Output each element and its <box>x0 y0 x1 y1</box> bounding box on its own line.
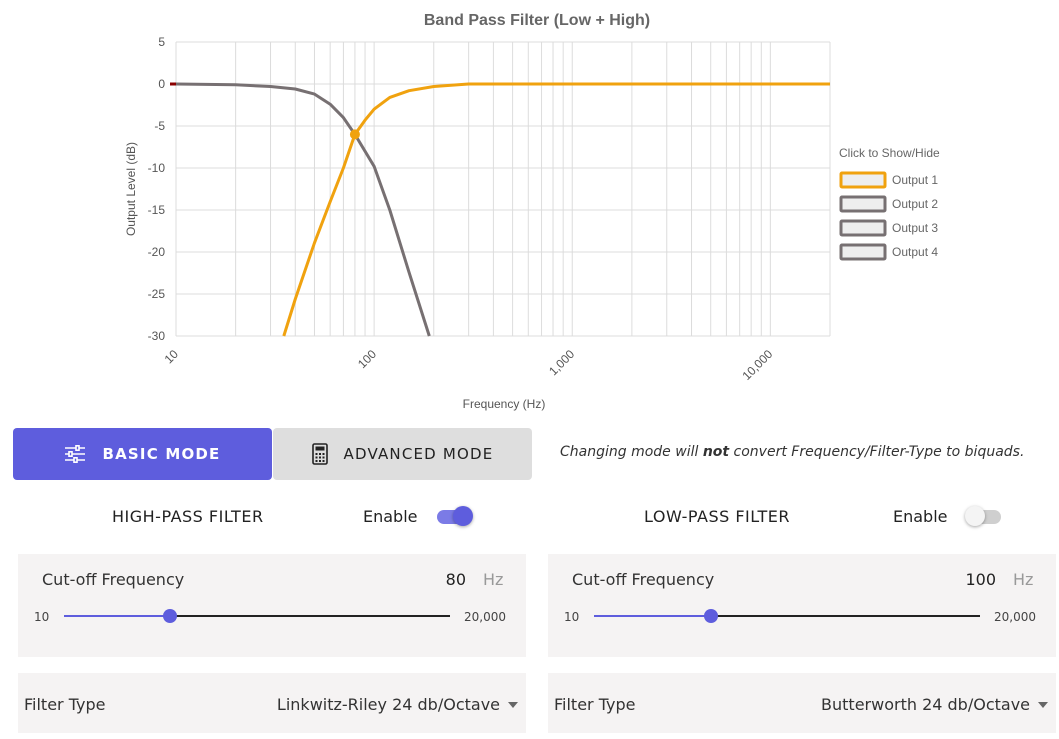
cutoff-unit: Hz <box>483 570 504 589</box>
high-pass-title: HIGH-PASS FILTER <box>112 507 264 526</box>
cutoff-frequency-slider[interactable] <box>594 609 980 623</box>
y-tick-label: -20 <box>148 245 166 259</box>
slider-max-label: 20,000 <box>994 610 1036 624</box>
cutoff-unit: Hz <box>1013 570 1034 589</box>
cutoff-value[interactable]: 80 <box>445 570 466 589</box>
caret-down-icon <box>1038 701 1048 708</box>
advanced-mode-label: ADVANCED MODE <box>343 445 494 463</box>
cutoff-frequency-slider[interactable] <box>64 609 450 623</box>
high-pass-enable-label: Enable <box>363 507 418 526</box>
y-tick-label: -15 <box>148 203 166 217</box>
chart-series <box>170 82 830 337</box>
legend-swatch-2 <box>839 195 887 213</box>
x-tick-label: 100 <box>355 347 379 371</box>
legend-swatch-3 <box>839 219 887 237</box>
high-pass-cutoff-panel: Cut-off Frequency 80 Hz 10 20,000 <box>18 554 526 657</box>
low-pass-enable-label: Enable <box>893 507 948 526</box>
cutoff-value[interactable]: 100 <box>965 570 996 589</box>
x-axis-ticks: 10 100 1,000 10,000 <box>162 347 776 383</box>
slider-min-label: 10 <box>34 610 50 624</box>
low-pass-enable-toggle[interactable] <box>965 506 1003 526</box>
legend-label-3: Output 3 <box>892 221 938 235</box>
legend-label-2: Output 2 <box>892 197 938 211</box>
y-axis-label: Output Level (dB) <box>124 142 138 236</box>
y-tick-label: 0 <box>158 77 165 91</box>
calculator-icon <box>311 443 328 465</box>
x-tick-label: 10 <box>162 347 182 367</box>
basic-mode-button[interactable]: BASIC MODE <box>13 428 272 480</box>
slider-min-label: 10 <box>564 610 580 624</box>
legend-swatch-4 <box>839 243 887 261</box>
low-pass-filter-type-row: Filter Type Butterworth 24 db/Octave <box>548 673 1056 733</box>
advanced-mode-button[interactable]: ADVANCED MODE <box>273 428 532 480</box>
high-pass-filter-type-row: Filter Type Linkwitz-Riley 24 db/Octave <box>18 673 526 733</box>
legend-title: Click to Show/Hide <box>839 146 940 160</box>
filter-type-label: Filter Type <box>24 695 106 714</box>
slider-thumb[interactable] <box>703 609 718 623</box>
slider-thumb[interactable] <box>163 609 178 623</box>
legend-label-4: Output 4 <box>892 245 938 259</box>
x-axis-label: Frequency (Hz) <box>463 397 546 411</box>
cutoff-frequency-label: Cut-off Frequency <box>572 570 715 589</box>
chart-grid <box>175 41 831 337</box>
y-tick-label: -10 <box>148 161 166 175</box>
series-line-2 <box>175 82 431 337</box>
caret-down-icon <box>508 701 518 708</box>
legend-label-1: Output 1 <box>892 173 938 187</box>
high-pass-enable-toggle[interactable] <box>435 506 473 526</box>
chart-title: Band Pass Filter (Low + High) <box>424 12 650 29</box>
y-tick-label: -5 <box>154 119 165 133</box>
y-tick-label: -25 <box>148 287 166 301</box>
sliders-icon <box>65 445 86 463</box>
chart-legend[interactable]: Click to Show/Hide Output 1 Output 2 Outpu… <box>839 146 940 261</box>
y-tick-label: -30 <box>148 329 166 343</box>
filter-type-select[interactable]: Linkwitz-Riley 24 db/Octave <box>277 695 518 714</box>
filter-type-select[interactable]: Butterworth 24 db/Octave <box>821 695 1048 714</box>
slider-max-label: 20,000 <box>464 610 506 624</box>
y-axis-ticks: 5 0 -5 -10 -15 -20 -25 -30 <box>148 35 166 343</box>
series-line-1 <box>282 82 830 337</box>
legend-swatch-1 <box>839 171 887 189</box>
basic-mode-label: BASIC MODE <box>102 445 221 463</box>
y-tick-label: 5 <box>158 35 165 49</box>
cutoff-frequency-label: Cut-off Frequency <box>42 570 185 589</box>
frequency-response-chart: Band Pass Filter (Low + High) 5 0 -5 -10 -15… <box>124 12 940 411</box>
x-tick-label: 10,000 <box>739 347 775 383</box>
mode-change-note: Changing mode will not convert Frequency… <box>560 444 1025 460</box>
data-point <box>349 129 360 140</box>
low-pass-title: LOW-PASS FILTER <box>644 507 790 526</box>
filter-type-label: Filter Type <box>554 695 636 714</box>
x-tick-label: 1,000 <box>546 347 577 378</box>
low-pass-cutoff-panel: Cut-off Frequency 100 Hz 10 20,000 <box>548 554 1056 657</box>
